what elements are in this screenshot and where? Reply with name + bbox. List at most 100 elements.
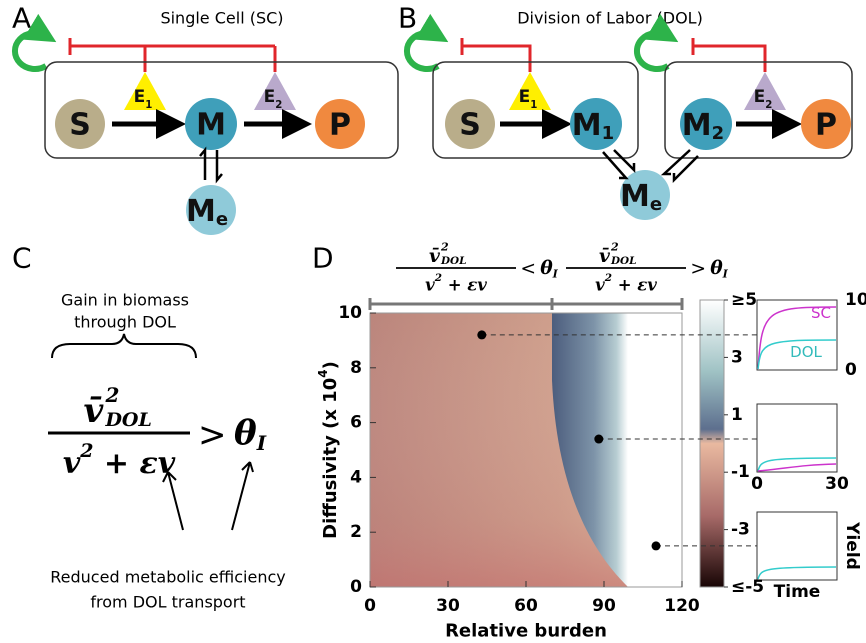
formula-part: v̄	[429, 245, 441, 267]
inset-legend: DOL	[790, 343, 822, 361]
formula-part: v	[425, 275, 435, 294]
formula-part: I	[552, 267, 559, 280]
x-axis-label: Relative burden	[445, 621, 607, 642]
colorbar-tick-label: -1	[731, 462, 750, 482]
y-tick-label: 10	[338, 303, 362, 323]
node-label: S	[459, 108, 481, 143]
colorbar	[700, 300, 724, 587]
pointer	[163, 462, 253, 530]
y-axis-label: 4	[316, 369, 330, 377]
inset	[757, 404, 837, 472]
label-sub: 2	[275, 100, 282, 111]
inset-tick: 0	[751, 474, 763, 494]
y-tick-label: 4	[350, 467, 362, 487]
label-base: E	[134, 87, 146, 107]
feedback-arrow	[407, 33, 438, 69]
formula-part: I	[256, 431, 267, 455]
formula-part: <	[520, 259, 536, 280]
colorbar-tick-label: ≤-5	[731, 577, 764, 597]
inset-axis-label: Time	[774, 582, 821, 602]
formula-part: v2 + εv	[63, 440, 176, 481]
y-tick-label: 2	[350, 522, 362, 542]
colorbar-tick-label: 3	[731, 347, 743, 367]
label-base: E	[754, 87, 766, 107]
formula-part: >	[198, 415, 227, 455]
colorbar-tick-label: -3	[731, 520, 750, 540]
label-base: M	[572, 108, 602, 143]
brace-text: through DOL	[74, 313, 176, 332]
formula-part: θI	[540, 257, 558, 280]
panel-title: Division of Labor (DOL)	[517, 9, 703, 28]
marker	[477, 330, 486, 339]
panel-label: D	[312, 242, 334, 275]
note: from DOL transport	[90, 593, 245, 612]
formula-part: 2	[440, 241, 449, 254]
y-axis-label: Diffusivity (x 104)	[316, 361, 341, 539]
x-tick-label: 90	[592, 596, 616, 616]
note: Reduced metabolic efficiency	[50, 568, 285, 587]
formula-part: >	[690, 259, 706, 280]
inset-tick: 10	[845, 290, 866, 310]
brace-text: Gain in biomass	[61, 291, 189, 310]
formula-part: 2	[104, 383, 119, 407]
label-sub: 2	[712, 123, 725, 144]
marker	[594, 435, 603, 444]
inset-axis-label: Yield	[842, 521, 862, 570]
marker	[652, 541, 661, 550]
formula-part: θ	[234, 413, 257, 453]
formula-part: θI	[234, 413, 267, 455]
inset-tick: 30	[825, 474, 849, 494]
formula-part: + εv	[93, 446, 175, 481]
label-base: E	[264, 87, 276, 107]
y-axis-label: Diffusivity (x 10	[320, 378, 341, 539]
label-base: M	[620, 179, 650, 214]
node-label: P	[815, 108, 837, 143]
formula-part: + εv	[612, 275, 657, 294]
x-tick-label: 120	[664, 596, 700, 616]
figure: A Single Cell (SC) S M P Me E1 E2 B Divi…	[0, 0, 866, 643]
formula-part: v̄	[84, 391, 105, 431]
label-sub: 1	[145, 100, 152, 111]
formula-part: θI	[710, 257, 728, 280]
formula-part: DOL	[440, 255, 466, 267]
x-tick-label: 60	[514, 596, 538, 616]
node-label: S	[69, 108, 91, 143]
formula-part: v	[595, 275, 605, 294]
panel-title: Single Cell (SC)	[160, 9, 283, 28]
label-base: M	[186, 194, 216, 229]
region-bracket	[370, 298, 682, 310]
formula-part: I	[722, 267, 729, 280]
inset-tick: 0	[845, 360, 857, 380]
formula-part: v̄	[599, 245, 611, 267]
heatmap	[370, 313, 682, 587]
panel-label: C	[12, 242, 32, 275]
label-sub: 1	[602, 123, 615, 144]
formula-part: θ	[710, 257, 723, 279]
formula-part: 2	[604, 272, 612, 284]
y-axis-label: )	[320, 361, 341, 369]
exchange	[200, 150, 222, 180]
inset-legend: SC	[811, 304, 831, 322]
formula-part: θ	[540, 257, 553, 279]
formula-part: v	[63, 446, 81, 481]
label-sub: e	[650, 194, 662, 215]
formula-part: 2	[610, 241, 619, 254]
label-sub: 2	[765, 100, 772, 111]
formula-part: 2	[434, 272, 442, 284]
inhibition	[462, 38, 765, 72]
feedback-arrow	[15, 33, 46, 69]
formula-part: 2	[79, 440, 93, 462]
panel-label: B	[398, 2, 417, 35]
inhibition	[70, 38, 275, 72]
formula-part: v2 + εv	[595, 272, 657, 294]
node-label: P	[329, 108, 351, 143]
colorbar-tick-label: 1	[731, 405, 743, 425]
node-label: M	[196, 108, 226, 143]
label-sub: 1	[530, 100, 537, 111]
y-tick-label: 0	[350, 577, 362, 597]
label-base: E	[519, 87, 531, 107]
feedback-arrow	[637, 33, 668, 69]
brace	[52, 334, 196, 358]
formula-part: v2 + εv	[425, 272, 487, 294]
y-tick-label: 6	[350, 413, 362, 433]
